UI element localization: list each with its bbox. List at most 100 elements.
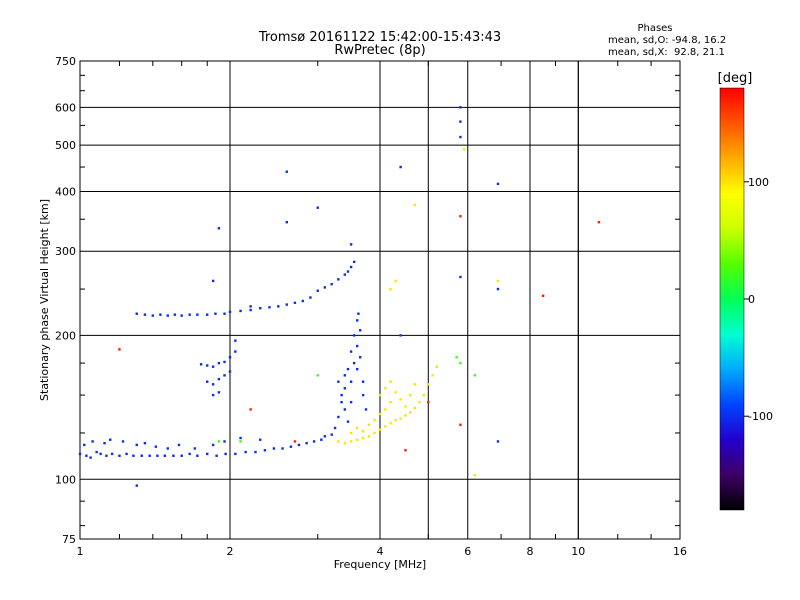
- data-point: [455, 356, 458, 359]
- data-point: [597, 221, 601, 224]
- data-point: [277, 305, 280, 308]
- data-point: [418, 400, 421, 404]
- y-tick-label: 75: [62, 533, 76, 546]
- data-point: [459, 120, 462, 123]
- data-point: [166, 447, 169, 450]
- data-point: [211, 443, 215, 447]
- data-point: [352, 334, 356, 337]
- data-points: [78, 106, 601, 487]
- data-point: [163, 454, 167, 457]
- data-point: [340, 393, 343, 397]
- data-point: [211, 279, 215, 283]
- data-point: [323, 286, 327, 289]
- data-point: [316, 289, 319, 292]
- x-tick-label: 10: [571, 545, 585, 558]
- data-point: [378, 412, 382, 416]
- y-tick-label: 300: [55, 245, 76, 258]
- data-point: [409, 411, 412, 414]
- data-point: [78, 452, 82, 456]
- data-point: [367, 423, 371, 427]
- data-point: [394, 391, 397, 394]
- data-point: [343, 374, 347, 377]
- data-point: [361, 380, 365, 383]
- data-point: [228, 310, 232, 314]
- data-point: [316, 206, 319, 209]
- x-tick-labels: 1 2 4 6 8 10 16: [77, 545, 688, 558]
- data-point: [180, 314, 183, 317]
- data-point: [316, 374, 319, 377]
- data-point: [355, 367, 359, 371]
- data-point: [343, 387, 347, 390]
- data-point: [357, 312, 360, 315]
- legend-line-o: mean, sd,O: -94.8, 16.2: [608, 35, 726, 46]
- x-tick-label: 1: [77, 545, 84, 558]
- data-point: [154, 445, 158, 448]
- data-point: [118, 454, 121, 457]
- chart-subtitle: RwPretec (8p): [334, 43, 425, 58]
- data-point: [361, 430, 365, 433]
- data-point: [199, 363, 203, 366]
- data-point: [384, 408, 387, 411]
- data-point: [349, 431, 353, 435]
- data-point: [285, 303, 288, 306]
- data-point: [431, 374, 434, 377]
- data-point: [435, 365, 438, 368]
- data-point: [389, 400, 392, 404]
- data-point: [244, 450, 247, 454]
- y-tick-label: 400: [55, 185, 76, 198]
- data-point: [289, 445, 293, 448]
- data-point: [496, 182, 500, 186]
- data-point: [361, 393, 365, 397]
- data-point: [399, 165, 402, 169]
- legend-line-x: mean, sd,X: 92.8, 21.1: [608, 47, 725, 58]
- data-point: [293, 440, 297, 443]
- colorbar-tick-label: 100: [748, 176, 769, 189]
- data-point: [389, 287, 392, 291]
- data-point: [355, 438, 359, 441]
- data-point: [205, 380, 209, 383]
- data-point: [293, 301, 297, 304]
- data-point: [83, 443, 86, 447]
- data-point: [140, 454, 143, 457]
- data-point: [148, 454, 151, 457]
- data-point: [217, 391, 221, 394]
- data-point: [399, 417, 402, 420]
- data-point: [349, 350, 353, 353]
- data-point: [172, 454, 175, 457]
- data-point: [188, 452, 191, 456]
- data-point: [337, 380, 340, 383]
- data-point: [223, 360, 226, 364]
- data-point: [215, 454, 218, 457]
- data-point: [132, 454, 135, 457]
- data-point: [459, 361, 462, 365]
- data-point: [330, 282, 333, 286]
- data-point: [352, 260, 356, 264]
- data-point: [343, 408, 347, 411]
- data-point: [378, 428, 382, 431]
- data-point: [223, 440, 226, 443]
- legend-title: Phases: [637, 23, 672, 34]
- data-point: [427, 400, 430, 404]
- data-point: [205, 452, 209, 456]
- data-point: [105, 454, 108, 457]
- data-point: [263, 449, 267, 452]
- data-point: [459, 135, 462, 139]
- y-tick-label: 200: [55, 329, 76, 342]
- data-point: [193, 447, 197, 450]
- data-point: [249, 305, 252, 308]
- y-tick-label: 100: [55, 473, 76, 486]
- x-axis-label: Frequency [MHz]: [334, 558, 426, 571]
- data-point: [217, 361, 221, 365]
- data-point: [166, 314, 169, 317]
- data-point: [541, 294, 545, 298]
- data-point: [281, 447, 284, 450]
- data-point: [125, 452, 128, 456]
- data-point: [234, 339, 237, 342]
- data-point: [103, 441, 106, 445]
- colorbar: [719, 87, 745, 511]
- data-point: [389, 422, 392, 425]
- data-point: [196, 313, 199, 316]
- data-point: [188, 313, 191, 316]
- data-point: [496, 279, 500, 283]
